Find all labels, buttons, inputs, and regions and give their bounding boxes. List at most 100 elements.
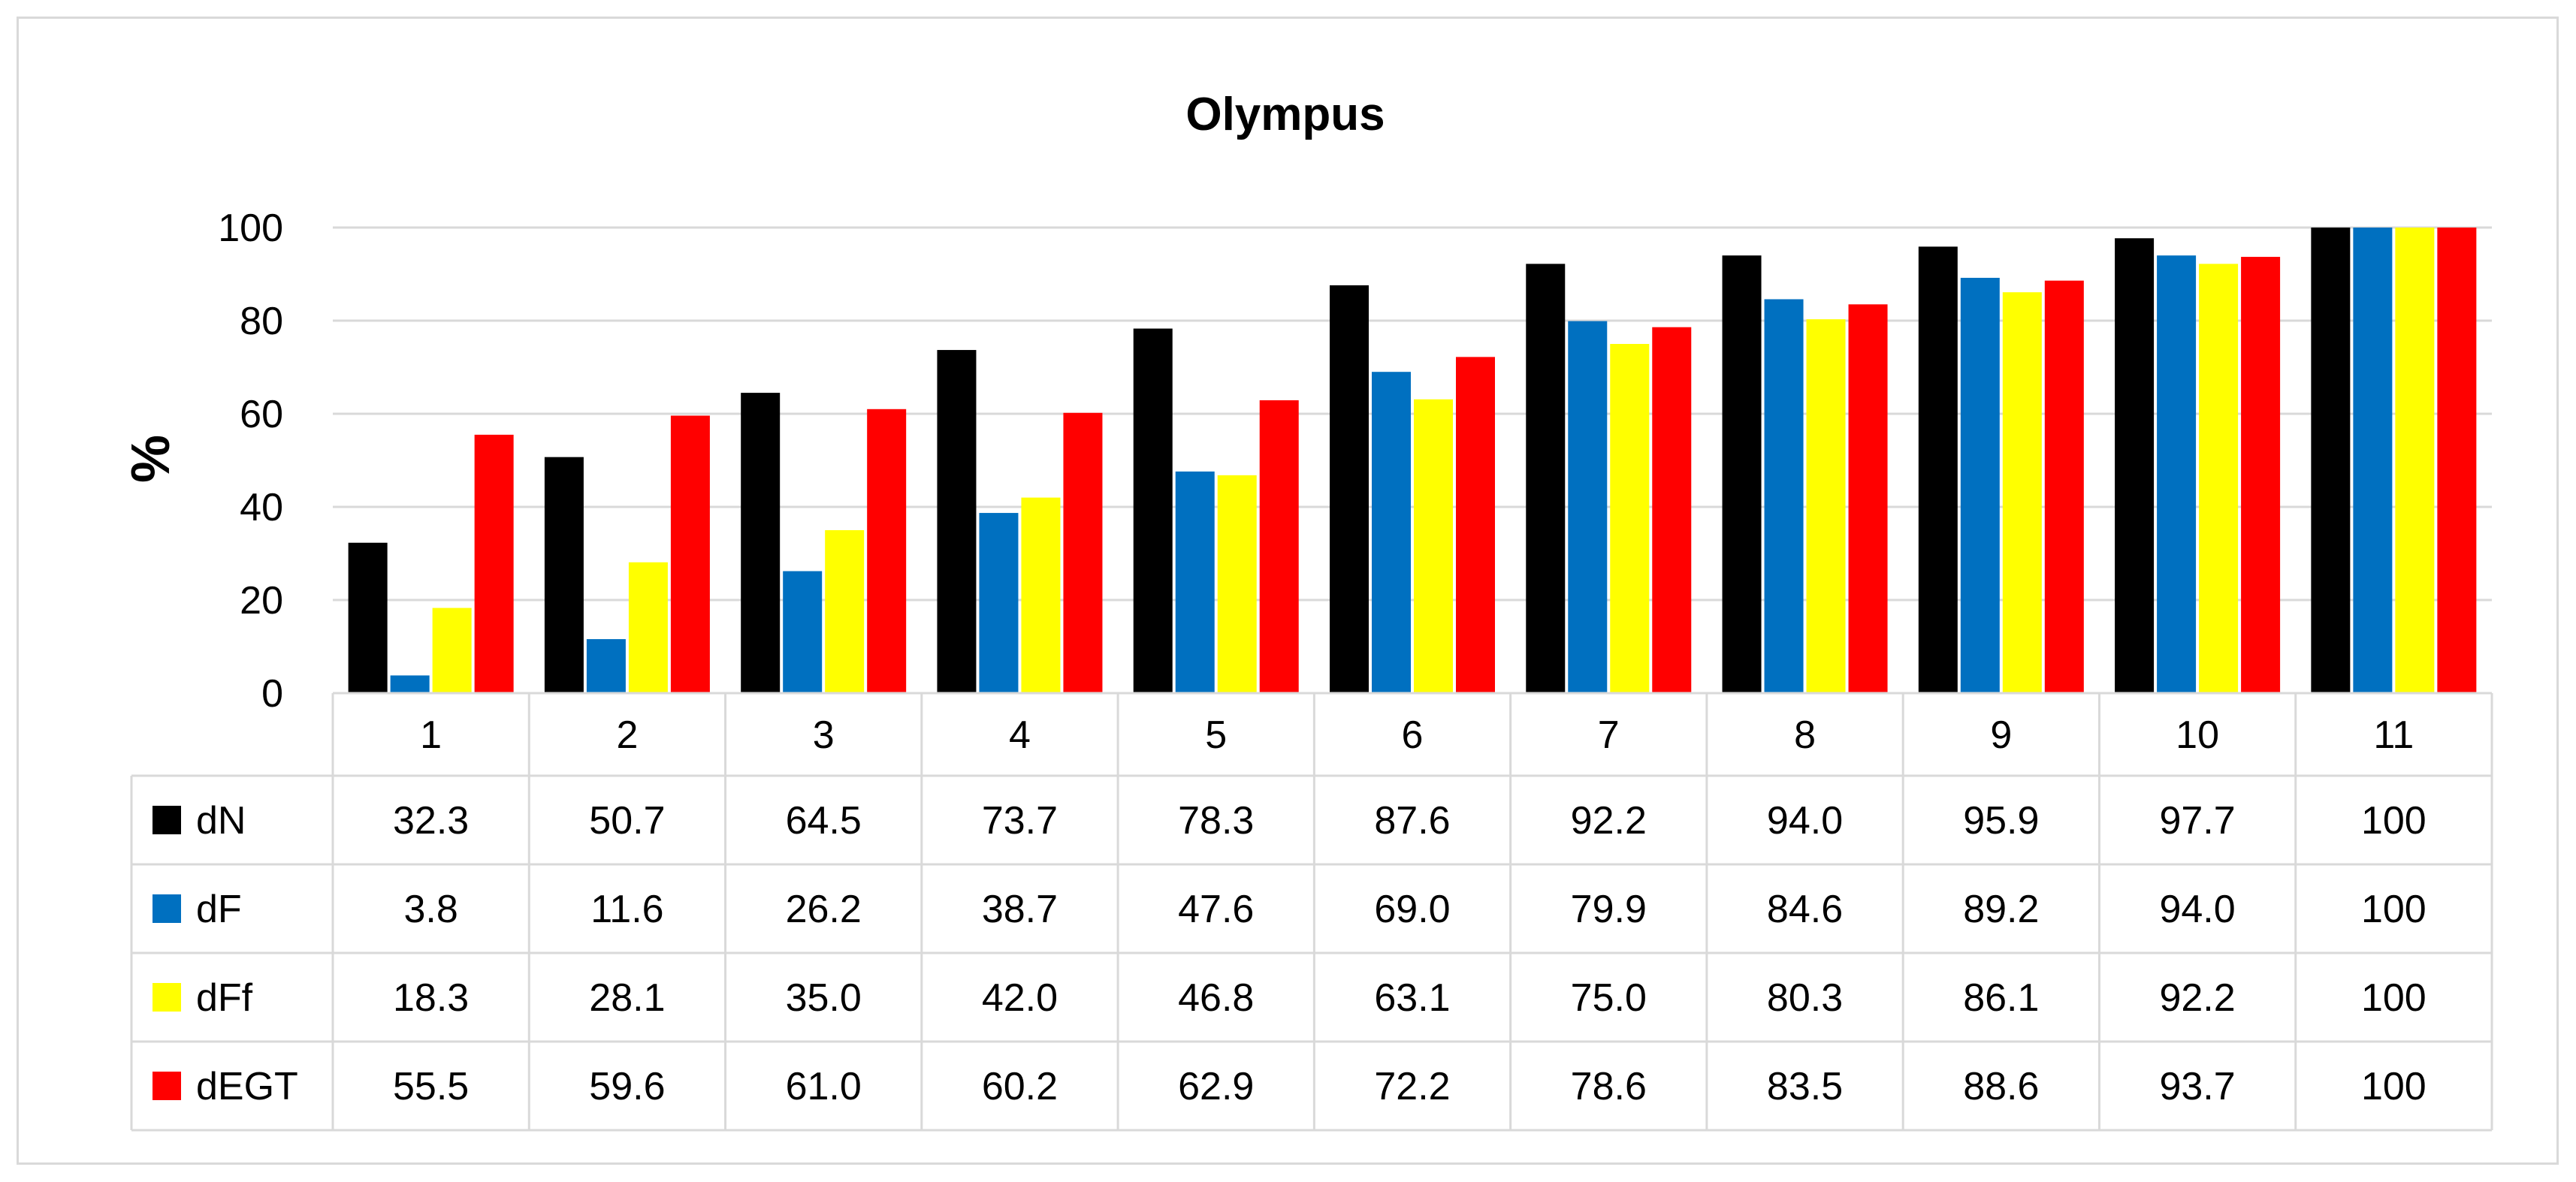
data-label: 75.0	[1571, 976, 1647, 1020]
data-label: 92.2	[2159, 976, 2235, 1020]
bar-dF-3	[783, 571, 823, 693]
data-label: 38.7	[982, 888, 1058, 931]
bar-dF-6	[1372, 372, 1411, 693]
x-tick-label: 1	[420, 713, 442, 757]
data-label: 63.1	[1374, 976, 1450, 1020]
bar-dN-10	[2115, 238, 2155, 693]
bar-dFf-6	[1414, 399, 1453, 693]
bar-dN-1	[348, 542, 388, 693]
x-tick-label: 2	[616, 713, 638, 757]
y-tick-label: 40	[240, 486, 283, 529]
bar-dFf-5	[1217, 475, 1257, 693]
bar-dFf-1	[432, 608, 472, 693]
y-tick-label: 20	[240, 579, 283, 623]
data-label: 62.9	[1178, 1065, 1254, 1108]
chart-title: Olympus	[1185, 89, 1385, 140]
data-label: 94.0	[1767, 799, 1843, 843]
x-tick-label: 4	[1009, 713, 1031, 757]
data-label: 50.7	[589, 799, 665, 843]
bar-dF-7	[1568, 321, 1608, 693]
data-label: 55.5	[393, 1065, 469, 1108]
data-label: 60.2	[982, 1065, 1058, 1108]
data-label: 72.2	[1374, 1065, 1450, 1108]
bar-dF-10	[2157, 255, 2197, 693]
bar-dEGT-6	[1456, 357, 1495, 693]
bar-dN-9	[1918, 246, 1958, 693]
bar-chart: Olympus % 0 20 40 60 80 100 1 2 3 4 5 6 7 8 9 10 11 dN 32…	[121, 89, 2493, 1132]
data-label: 42.0	[982, 976, 1058, 1020]
data-label: 3.8	[403, 888, 458, 931]
bar-dFf-2	[628, 562, 668, 693]
bar-dN-4	[937, 350, 977, 693]
x-tick-label: 8	[1794, 713, 1816, 757]
bar-dEGT-7	[1652, 327, 1692, 693]
data-label: 78.3	[1178, 799, 1254, 843]
bar-dEGT-3	[867, 409, 907, 693]
data-label: 94.0	[2159, 888, 2235, 931]
bar-dEGT-5	[1259, 400, 1299, 693]
x-tick-label: 5	[1205, 713, 1227, 757]
bar-dN-6	[1330, 285, 1369, 693]
bar-dEGT-1	[474, 434, 514, 693]
data-label: 100	[2361, 799, 2427, 843]
y-tick-label: 80	[240, 300, 283, 343]
data-label: 84.6	[1767, 888, 1843, 931]
bar-dEGT-2	[670, 415, 710, 693]
bar-dN-7	[1526, 264, 1566, 693]
data-label: 18.3	[393, 976, 469, 1020]
data-label: 100	[2361, 976, 2427, 1020]
bar-dF-8	[1764, 299, 1804, 694]
bars	[348, 228, 2477, 694]
bar-dFf-4	[1021, 497, 1061, 693]
legend-swatch-dN	[153, 806, 181, 834]
bar-dEGT-10	[2241, 257, 2281, 693]
data-label: 87.6	[1374, 799, 1450, 843]
data-label: 47.6	[1178, 888, 1254, 931]
data-label: 26.2	[786, 888, 862, 931]
data-label: 32.3	[393, 799, 469, 843]
data-label: 100	[2361, 1065, 2427, 1108]
y-axis-ticks: 0 20 40 60 80 100	[218, 207, 283, 716]
x-tick-label: 11	[2373, 713, 2414, 757]
x-tick-label: 10	[2176, 713, 2219, 757]
legend-label: dF	[196, 888, 242, 931]
legend-swatch-dF	[153, 894, 181, 923]
bar-dN-11	[2311, 228, 2351, 693]
bar-dF-11	[2353, 228, 2393, 693]
legend-label: dFf	[196, 976, 253, 1020]
chart-frame: Olympus % 0 20 40 60 80 100 1 2 3 4 5 6 7 8 9 10 11 dN 32…	[17, 17, 2559, 1165]
data-label: 79.9	[1571, 888, 1647, 931]
bar-dFf-10	[2199, 264, 2239, 693]
data-label: 64.5	[786, 799, 862, 843]
data-label: 100	[2361, 888, 2427, 931]
legend-label: dN	[196, 799, 246, 843]
data-table: 1 2 3 4 5 6 7 8 9 10 11 dN 32.3 50.7 64.5 73.7 78.3 87.6 9…	[130, 692, 2493, 1132]
legend-swatch-dEGT	[153, 1072, 181, 1100]
x-tick-label: 6	[1402, 713, 1424, 757]
data-label: 83.5	[1767, 1065, 1843, 1108]
bar-dFf-7	[1610, 344, 1650, 693]
bar-dN-8	[1722, 255, 1762, 693]
data-label: 88.6	[1963, 1065, 2039, 1108]
data-label: 78.6	[1571, 1065, 1647, 1108]
legend-label: dEGT	[196, 1065, 298, 1108]
bar-dFf-3	[825, 530, 865, 693]
x-tick-label: 9	[1990, 713, 2012, 757]
data-label: 59.6	[589, 1065, 665, 1108]
bar-dEGT-9	[2044, 280, 2084, 693]
data-label: 35.0	[786, 976, 862, 1020]
bar-dF-5	[1175, 471, 1215, 693]
data-label: 80.3	[1767, 976, 1843, 1020]
bar-dF-1	[390, 675, 430, 693]
bar-dN-2	[544, 457, 584, 693]
y-tick-label: 60	[240, 393, 283, 436]
bar-dEGT-4	[1063, 412, 1103, 693]
data-label: 28.1	[589, 976, 665, 1020]
data-label: 11.6	[590, 888, 663, 931]
data-label: 46.8	[1178, 976, 1254, 1020]
data-label: 93.7	[2159, 1065, 2235, 1108]
data-label: 61.0	[786, 1065, 862, 1108]
bar-dFf-8	[1806, 319, 1846, 693]
y-tick-label: 100	[218, 207, 283, 250]
y-tick-label: 0	[261, 672, 283, 716]
